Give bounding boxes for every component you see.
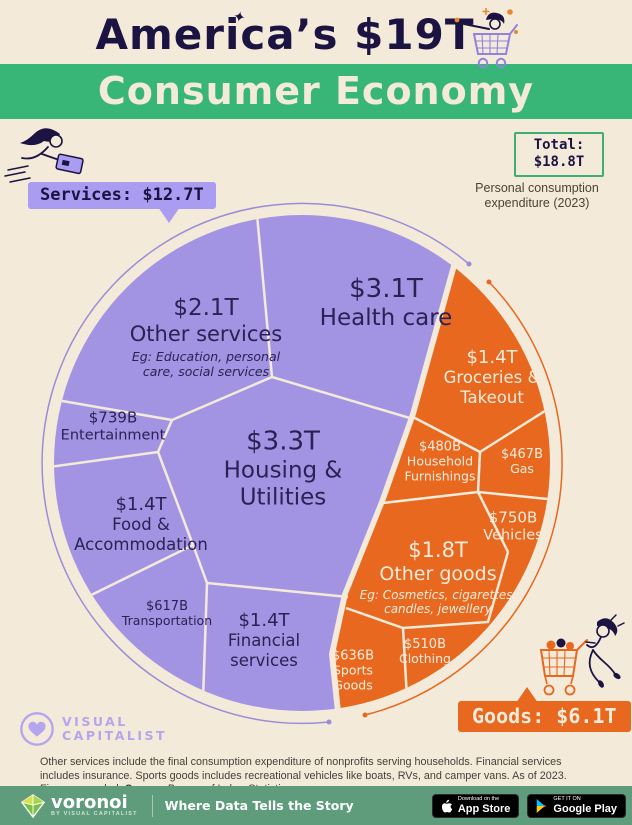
footer-tagline: Where Data Tells the Story bbox=[164, 798, 354, 813]
services-callout-pointer bbox=[158, 207, 180, 223]
app-store-badge[interactable]: Download on the App Store bbox=[431, 793, 520, 818]
arc-dot bbox=[466, 261, 472, 267]
services-callout: Services: $12.7T bbox=[28, 182, 216, 223]
google-play-icon bbox=[537, 798, 547, 813]
cell-label-housing-utilities: $3.3T Housing & Utilities bbox=[216, 427, 351, 512]
cell-borders-goods bbox=[345, 402, 550, 711]
cell-name: Financial services bbox=[227, 631, 301, 670]
cell-name: Gas bbox=[510, 461, 534, 477]
cell-value: $1.4T bbox=[466, 346, 518, 368]
cell-label-other-services: $2.1T Other services Eg: Education, pers… bbox=[111, 295, 301, 379]
google-play-badge[interactable]: GET IT ON Google Play bbox=[527, 793, 626, 818]
cell-name: Groceries & Takeout bbox=[443, 368, 541, 407]
voronoi-brand: voronoi BY VISUAL CAPITALIST bbox=[20, 793, 138, 819]
cell-label-health-care: $3.1T Health care bbox=[301, 274, 471, 332]
goods-callout-label: Goods: $6.1T bbox=[472, 704, 617, 728]
banner-title: Consumer Economy bbox=[0, 64, 632, 119]
cell-value: $510B bbox=[403, 636, 446, 652]
cell-label-groceries-takeout: $1.4T Groceries & Takeout bbox=[435, 347, 550, 407]
cell-label-food-accommodation: $1.4T Food & Accommodation bbox=[66, 494, 216, 554]
services-callout-label: Services: $12.7T bbox=[40, 185, 204, 205]
voronoi-brand-name: voronoi bbox=[51, 791, 128, 813]
google-play-badge-top: GET IT ON bbox=[553, 795, 581, 802]
total-label: Total: bbox=[533, 137, 585, 153]
footer-divider bbox=[151, 794, 153, 817]
cell-value: $750B bbox=[488, 508, 538, 527]
total-value: $18.8T bbox=[533, 154, 585, 170]
services-outer-arc bbox=[41, 202, 470, 725]
cell-value: $739B bbox=[88, 408, 138, 427]
cell-note: Eg: Cosmetics, cigarettes, candles, jewe… bbox=[359, 587, 517, 617]
card-shopper-illustration bbox=[4, 128, 84, 183]
cell-name: Transportation bbox=[121, 613, 213, 629]
apple-icon bbox=[441, 799, 453, 812]
cell-label-vehicles: $750B Vehicles bbox=[468, 508, 558, 545]
cell-label-gas: $467B Gas bbox=[487, 447, 557, 477]
shopper-cart-illustration bbox=[454, 8, 518, 69]
goods-callout: Goods: $6.1T bbox=[458, 687, 631, 732]
cell-label-clothing: $510B Clothing bbox=[380, 637, 470, 667]
vc-logo-line1: VISUAL bbox=[62, 714, 128, 729]
google-play-badge-main: Google Play bbox=[553, 802, 617, 815]
voronoi-brand-sub: BY VISUAL CAPITALIST bbox=[51, 810, 138, 817]
cell-value: $636B bbox=[331, 648, 374, 664]
running-shopper-illustration bbox=[539, 614, 625, 696]
cell-name: Other services bbox=[129, 321, 283, 346]
cell-value: $3.1T bbox=[349, 274, 423, 305]
services-region bbox=[54, 215, 460, 711]
cell-name: Household Furnishings bbox=[404, 453, 476, 484]
cell-note: Eg: Education, personal care, social ser… bbox=[131, 348, 281, 379]
cell-value: $480B bbox=[418, 439, 461, 455]
cell-value: $467B bbox=[500, 446, 543, 462]
cell-label-other-goods: $1.8T Other goods Eg: Cosmetics, cigaret… bbox=[336, 538, 541, 616]
cell-value: $1.8T bbox=[408, 537, 468, 562]
page-title: America’s $19T bbox=[95, 10, 475, 59]
cell-name: Other goods bbox=[379, 562, 497, 585]
cell-label-transportation: $617B Transportation bbox=[107, 599, 227, 629]
visual-capitalist-icon bbox=[20, 712, 54, 746]
cell-value: $1.4T bbox=[238, 609, 290, 631]
cell-label-financial-services: $1.4T Financial services bbox=[217, 610, 312, 670]
app-store-badge-top: Download on the bbox=[457, 795, 500, 802]
cell-borders-services bbox=[54, 215, 414, 701]
cell-value: $1.4T bbox=[115, 493, 167, 515]
cell-value: $3.3T bbox=[246, 426, 320, 457]
footnote-text: Other services include the final consump… bbox=[40, 756, 567, 795]
voronoi-icon bbox=[20, 793, 46, 818]
cell-name: Food & Accommodation bbox=[74, 515, 208, 554]
arc-dot bbox=[362, 712, 368, 718]
footer-bar: voronoi BY VISUAL CAPITALIST Where Data … bbox=[0, 786, 632, 825]
visual-capitalist-logo: VISUAL CAPITALIST bbox=[18, 710, 167, 748]
cell-name: Vehicles bbox=[483, 527, 543, 544]
chart-subtitle: Personal consumption expenditure (2023) bbox=[475, 181, 599, 210]
cell-name: Health care bbox=[319, 304, 453, 331]
arc-dot bbox=[326, 719, 332, 725]
cell-label-household-furnishings: $480B Household Furnishings bbox=[393, 440, 488, 485]
vc-logo-line2: CAPITALIST bbox=[62, 728, 168, 743]
total-callout: Total: $18.8T bbox=[514, 132, 604, 177]
cell-label-entertainment: $739B Entertainment bbox=[48, 408, 178, 445]
cell-name: Sports Goods bbox=[332, 662, 374, 693]
arc-dot bbox=[486, 279, 492, 285]
cell-value: $617B bbox=[145, 598, 188, 614]
app-store-badge-main: App Store bbox=[457, 802, 511, 815]
cell-name: Clothing bbox=[398, 651, 451, 667]
goods-callout-pointer bbox=[516, 687, 538, 703]
goods-outer-arc bbox=[364, 281, 563, 716]
cell-name: Entertainment bbox=[60, 427, 166, 444]
cell-name: Housing & Utilities bbox=[223, 457, 343, 511]
cell-label-sports-goods: $636B Sports Goods bbox=[323, 649, 383, 694]
cell-value: $2.1T bbox=[173, 294, 239, 321]
